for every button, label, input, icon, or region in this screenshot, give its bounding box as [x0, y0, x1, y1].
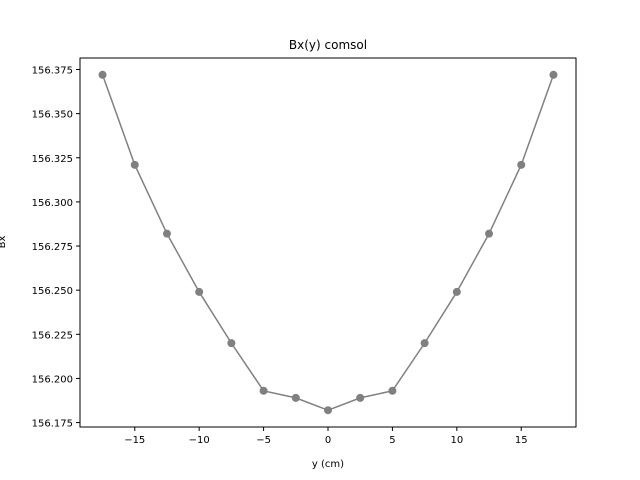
- data-point: [259, 386, 268, 395]
- x-tick-label: 10: [450, 435, 463, 446]
- x-axis-label: y (cm): [312, 459, 344, 470]
- x-tick-label: −15: [124, 435, 145, 446]
- chart-title: Bx(y) comsol: [289, 38, 367, 52]
- y-axis-label: Bx: [0, 236, 8, 249]
- data-point: [388, 386, 397, 395]
- data-point: [517, 160, 526, 169]
- x-tick-label: 5: [389, 435, 395, 446]
- series-group: [98, 70, 558, 415]
- data-point: [356, 393, 365, 402]
- y-tick-label: 156.200: [32, 374, 73, 385]
- y-tick-label: 156.225: [32, 330, 73, 341]
- data-point: [130, 160, 139, 169]
- x-tick-label: 15: [515, 435, 528, 446]
- data-point: [452, 287, 461, 296]
- data-point: [420, 339, 429, 348]
- data-point: [291, 393, 300, 402]
- x-tick-label: 0: [325, 435, 331, 446]
- data-point: [549, 70, 558, 79]
- x-axis-ticks: −15 −10 −5 0 5 10 15: [124, 427, 528, 446]
- y-tick-label: 156.325: [32, 154, 73, 165]
- x-tick-label: −10: [189, 435, 210, 446]
- data-point: [227, 339, 236, 348]
- data-point: [98, 70, 107, 79]
- y-tick-label: 156.175: [32, 419, 73, 430]
- y-tick-label: 156.375: [32, 65, 73, 76]
- y-tick-label: 156.350: [32, 110, 73, 121]
- data-point: [324, 406, 332, 415]
- y-tick-label: 156.275: [32, 242, 73, 253]
- x-tick-label: −5: [256, 435, 271, 446]
- y-tick-label: 156.250: [32, 286, 73, 297]
- data-point: [162, 229, 171, 238]
- data-point: [485, 229, 494, 238]
- y-tick-label: 156.300: [32, 198, 73, 209]
- y-axis-ticks: 156.175 156.200 156.225 156.250 156.275 156.3…: [32, 65, 80, 430]
- data-point: [195, 287, 204, 296]
